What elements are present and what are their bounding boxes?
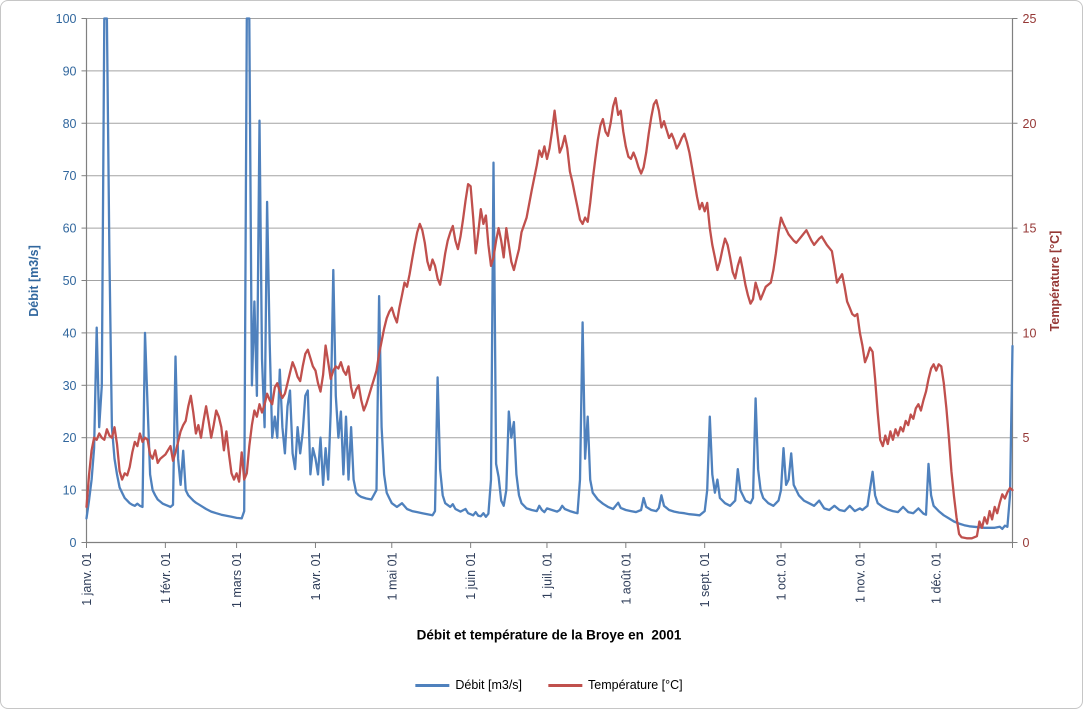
- x-axis-tick-label: 1 mars 01: [230, 552, 244, 608]
- y-left-tick-label: 0: [70, 536, 77, 550]
- x-axis-tick-label: 1 janv. 01: [80, 552, 94, 605]
- legend-label-flow: Débit [m3/s]: [455, 678, 523, 692]
- y-left-tick-label: 40: [63, 326, 77, 340]
- y-left-axis-title: Débit [m3/s]: [27, 245, 41, 317]
- y-left-tick-label: 100: [56, 12, 77, 26]
- y-right-tick-label: 25: [1023, 12, 1037, 26]
- flow-series-line: [85, 17, 1014, 531]
- y-left-tick-label: 30: [63, 379, 77, 393]
- chart-title: Débit et température de la Broye en 2001: [416, 627, 682, 643]
- legend-label-temperature: Température [°C]: [588, 678, 683, 692]
- x-axis-tick-label: 1 févr. 01: [159, 552, 173, 603]
- temperature-series-line: [85, 96, 1014, 540]
- temperature-line-swatch-icon: [548, 683, 583, 687]
- x-axis-tick-label: 1 avr. 01: [309, 552, 323, 600]
- y-right-tick-label: 10: [1023, 326, 1037, 340]
- legend: Débit [m3/s] Température [°C]: [415, 678, 683, 692]
- y-left-tick-label: 70: [63, 169, 77, 183]
- legend-item-flow: Débit [m3/s]: [415, 678, 522, 692]
- y-right-tick-label: 5: [1023, 431, 1030, 445]
- x-axis-tick-label: 1 nov. 01: [853, 552, 867, 603]
- y-left-tick-label: 50: [63, 274, 77, 288]
- y-left-tick-label: 90: [63, 64, 77, 78]
- y-right-tick-label: 15: [1023, 222, 1037, 236]
- y-left-tick-label: 60: [63, 222, 77, 236]
- y-right-tick-label: 20: [1023, 117, 1037, 131]
- y-right-axis-title: Température [°C]: [1048, 230, 1062, 332]
- flow-line-swatch-icon: [415, 683, 450, 687]
- x-axis-tick-label: 1 mai 01: [385, 552, 399, 600]
- x-axis-tick-label: 1 oct. 01: [775, 552, 789, 600]
- y-left-tick-label: 80: [63, 117, 77, 131]
- y-right-tick-label: 0: [1023, 536, 1030, 550]
- y-left-tick-label: 10: [63, 484, 77, 498]
- x-axis-tick-label: 1 août 01: [619, 552, 633, 604]
- x-axis-tick-label: 1 déc. 01: [930, 552, 944, 603]
- x-axis-tick-label: 1 juil. 01: [540, 552, 554, 599]
- y-left-tick-label: 20: [63, 431, 77, 445]
- x-axis-tick-label: 1 juin 01: [464, 552, 478, 599]
- x-axis-tick-label: 1 sept. 01: [698, 552, 712, 607]
- legend-item-temperature: Température [°C]: [548, 678, 683, 692]
